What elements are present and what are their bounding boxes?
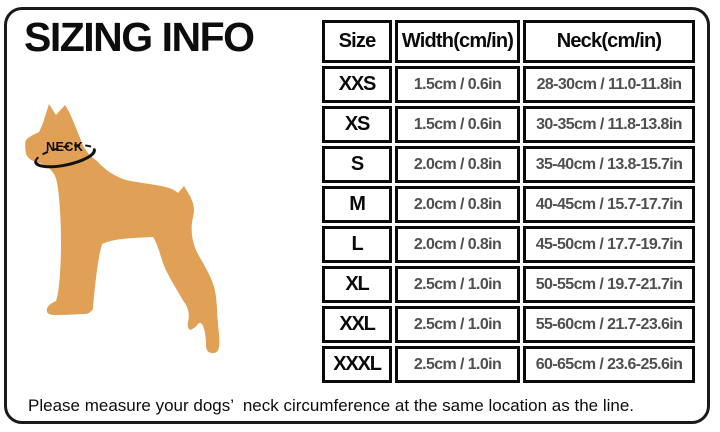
size-cell: XXL: [322, 306, 392, 343]
neck-cell: 45-50cm / 17.7-19.7in: [523, 226, 695, 263]
neck-cell: 28-30cm / 11.0-11.8in: [523, 66, 695, 103]
dog-silhouette: [25, 104, 220, 354]
column-header-neck: Neck(cm/in): [523, 20, 695, 63]
neck-label: NECK: [46, 140, 83, 154]
table-row: M 2.0cm / 0.8in 40-45cm / 15.7-17.7in: [322, 186, 695, 223]
table-row: S 2.0cm / 0.8in 35-40cm / 13.8-15.7in: [322, 146, 695, 183]
neck-cell: 40-45cm / 15.7-17.7in: [523, 186, 695, 223]
table-row: L 2.0cm / 0.8in 45-50cm / 17.7-19.7in: [322, 226, 695, 263]
width-cell: 1.5cm / 0.6in: [395, 106, 520, 143]
table-row: XXL 2.5cm / 1.0in 55-60cm / 21.7-23.6in: [322, 306, 695, 343]
collar: [34, 144, 96, 169]
size-chart-table: Size Width(cm/in) Neck(cm/in) XXS 1.5cm …: [319, 17, 698, 386]
dog-svg: NECK: [25, 104, 220, 354]
page-title: SIZING INFO: [24, 14, 255, 60]
collar-line-solid: [34, 148, 96, 169]
size-cell: L: [322, 226, 392, 263]
neck-cell: 55-60cm / 21.7-23.6in: [523, 306, 695, 343]
size-cell: XXXL: [322, 346, 392, 383]
width-cell: 2.5cm / 1.0in: [395, 346, 520, 383]
width-cell: 2.5cm / 1.0in: [395, 306, 520, 343]
size-cell: M: [322, 186, 392, 223]
neck-cell: 30-35cm / 11.8-13.8in: [523, 106, 695, 143]
table-row: XXS 1.5cm / 0.6in 28-30cm / 11.0-11.8in: [322, 66, 695, 103]
width-cell: 1.5cm / 0.6in: [395, 66, 520, 103]
size-cell: XL: [322, 266, 392, 303]
dog-illustration: NECK: [20, 98, 230, 360]
neck-cell: 50-55cm / 19.7-21.7in: [523, 266, 695, 303]
size-cell: XXS: [322, 66, 392, 103]
width-cell: 2.5cm / 1.0in: [395, 266, 520, 303]
column-header-width: Width(cm/in): [395, 20, 520, 63]
neck-cell: 60-65cm / 23.6-25.6in: [523, 346, 695, 383]
width-cell: 2.0cm / 0.8in: [395, 146, 520, 183]
column-header-size: Size: [322, 20, 392, 63]
neck-cell: 35-40cm / 13.8-15.7in: [523, 146, 695, 183]
collar-line-dashed: [34, 144, 96, 163]
width-cell: 2.0cm / 0.8in: [395, 226, 520, 263]
table-header-row: Size Width(cm/in) Neck(cm/in): [322, 20, 695, 63]
table-row: XS 1.5cm / 0.6in 30-35cm / 11.8-13.8in: [322, 106, 695, 143]
measurement-note: Please measure your dogs’ neck circumfer…: [28, 396, 635, 415]
table-row: XL 2.5cm / 1.0in 50-55cm / 19.7-21.7in: [322, 266, 695, 303]
width-cell: 2.0cm / 0.8in: [395, 186, 520, 223]
size-cell: XS: [322, 106, 392, 143]
table-row: XXXL 2.5cm / 1.0in 60-65cm / 23.6-25.6in: [322, 346, 695, 383]
size-cell: S: [322, 146, 392, 183]
